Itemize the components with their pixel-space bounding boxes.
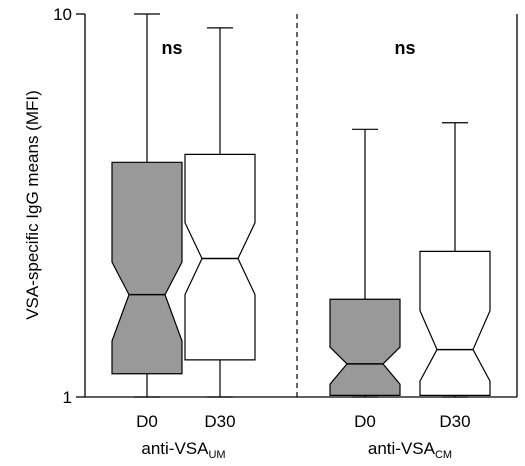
- group-label: anti-VSAUM: [141, 439, 225, 461]
- y-axis-label: VSA-specific IgG means (MFI): [23, 90, 42, 320]
- y-tick-label: 1: [63, 388, 72, 407]
- box-d30: [184, 153, 256, 361]
- group-label: anti-VSACM: [368, 439, 452, 461]
- x-tick-label: D0: [354, 412, 376, 431]
- significance-label: ns: [394, 38, 415, 58]
- x-tick-label: D0: [136, 412, 158, 431]
- significance-label: ns: [161, 38, 182, 58]
- y-tick-label: 10: [53, 5, 72, 24]
- box-d0: [111, 161, 183, 375]
- box-d0: [329, 298, 401, 396]
- x-tick-label: D30: [439, 412, 470, 431]
- box-d30: [419, 250, 491, 396]
- plot-area: 1 10 D0 D30 anti-VSAUM ns D0 D30 anti-VSACM ns: [53, 5, 518, 461]
- x-tick-label: D30: [204, 412, 235, 431]
